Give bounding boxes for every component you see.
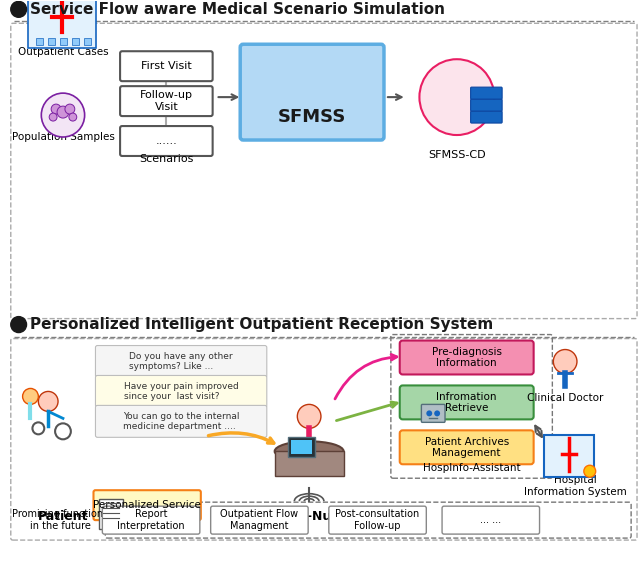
FancyBboxPatch shape [289,437,315,457]
Text: Do you have any other
symptoms? Like ...: Do you have any other symptoms? Like ... [129,352,233,371]
FancyBboxPatch shape [240,44,384,140]
Text: Service Flow aware Medical Scenario Simulation: Service Flow aware Medical Scenario Simu… [31,2,445,17]
FancyBboxPatch shape [329,506,426,534]
Text: Report
Interpretation: Report Interpretation [117,509,185,531]
FancyBboxPatch shape [48,38,55,46]
Circle shape [51,104,61,114]
Text: You can go to the internal
medicine department ....: You can go to the internal medicine depa… [123,412,239,431]
FancyBboxPatch shape [95,376,267,407]
FancyBboxPatch shape [93,490,201,520]
FancyBboxPatch shape [72,38,79,46]
Text: Clinical Doctor: Clinical Doctor [527,393,604,403]
Circle shape [11,317,26,332]
Circle shape [22,388,38,404]
Text: Post-consultation
Follow-up: Post-consultation Follow-up [335,509,420,531]
Text: Scenarios: Scenarios [139,154,193,164]
Text: ......: ...... [156,136,177,146]
Circle shape [49,113,57,121]
FancyBboxPatch shape [400,385,534,419]
Text: SFMSS-CD: SFMSS-CD [428,150,486,160]
Text: Follow-up
Visit: Follow-up Visit [140,90,193,112]
Circle shape [11,1,26,17]
FancyBboxPatch shape [421,404,445,422]
Text: Pre-diagnosis
Information: Pre-diagnosis Information [432,347,502,368]
Text: Patient Archives
Management: Patient Archives Management [424,437,509,458]
Text: Patient: Patient [38,510,88,522]
Circle shape [65,104,75,114]
Circle shape [554,350,577,373]
Circle shape [69,113,77,121]
FancyBboxPatch shape [120,86,212,116]
Circle shape [38,392,58,411]
Circle shape [57,106,69,118]
FancyBboxPatch shape [60,38,67,46]
Circle shape [584,465,596,478]
FancyBboxPatch shape [470,111,502,123]
Text: HospInfo-Assistant: HospInfo-Assistant [423,463,520,473]
FancyBboxPatch shape [400,340,534,374]
FancyBboxPatch shape [211,506,308,534]
FancyBboxPatch shape [400,430,534,464]
Circle shape [298,404,321,429]
Ellipse shape [275,441,344,461]
FancyBboxPatch shape [291,440,312,454]
Text: Population Samples: Population Samples [12,132,115,142]
Text: Personalized Service: Personalized Service [93,500,200,510]
FancyBboxPatch shape [120,126,212,156]
Circle shape [426,410,432,416]
Text: SFMSS: SFMSS [278,108,346,126]
Text: Personalized Intelligent Outpatient Reception System: Personalized Intelligent Outpatient Rece… [31,317,493,332]
Text: Outpatient Cases: Outpatient Cases [18,47,108,57]
Text: Have your pain improved
since your  last visit?: Have your pain improved since your last … [124,382,239,401]
FancyBboxPatch shape [102,506,200,534]
Text: Infromation
Retrieve: Infromation Retrieve [436,392,497,413]
Circle shape [419,59,494,135]
FancyBboxPatch shape [95,406,267,437]
Text: First Visit: First Visit [141,61,192,71]
Text: Promising functions
in the future: Promising functions in the future [12,509,108,531]
FancyBboxPatch shape [470,87,502,99]
Text: ... ...: ... ... [480,515,501,525]
FancyBboxPatch shape [84,38,90,46]
Circle shape [42,93,84,137]
FancyBboxPatch shape [470,99,502,111]
Text: Hospital
Information System: Hospital Information System [524,475,627,497]
Text: Outpatient Flow
Managment: Outpatient Flow Managment [220,509,298,531]
FancyBboxPatch shape [275,451,344,476]
FancyBboxPatch shape [120,51,212,81]
Text: PIORS-Nurse: PIORS-Nurse [264,510,354,522]
FancyBboxPatch shape [99,499,123,529]
FancyBboxPatch shape [545,435,594,478]
Circle shape [434,410,440,416]
FancyBboxPatch shape [36,38,44,46]
FancyBboxPatch shape [442,506,540,534]
FancyBboxPatch shape [28,0,97,48]
FancyBboxPatch shape [95,346,267,377]
